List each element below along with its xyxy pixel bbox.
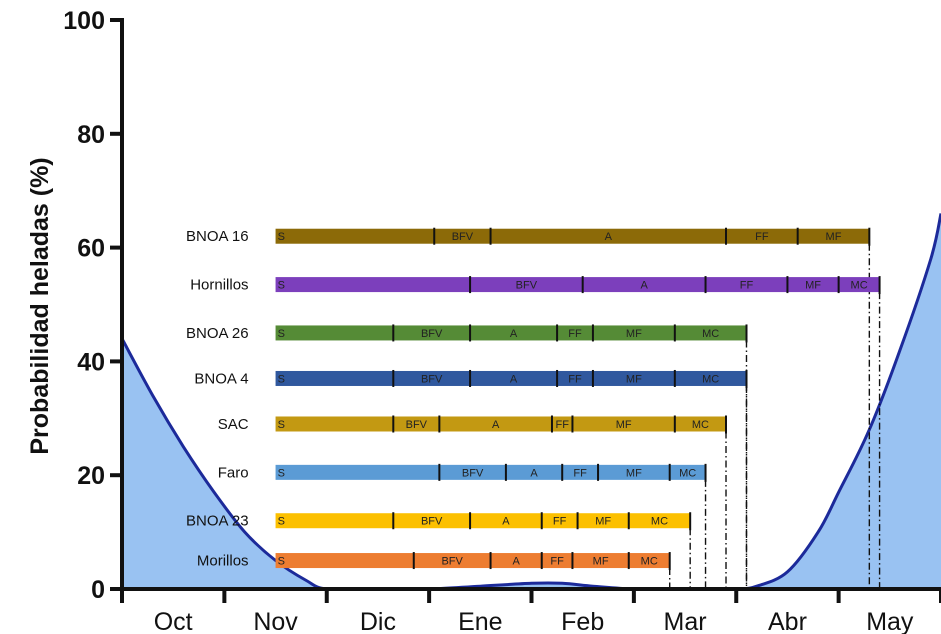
- variety-row: BNOA 4 S BFV A FF MF MC: [194, 369, 748, 587]
- variety-row: Hornillos S BFV A FF MF MC: [190, 276, 881, 587]
- y-tick-label: 20: [77, 462, 105, 490]
- variety-row: SAC S BFV A FF MF MC: [218, 415, 728, 587]
- y-tick-label: 0: [91, 576, 105, 604]
- variety-label: BNOA 16: [186, 228, 249, 245]
- phenology-bar: [275, 228, 870, 244]
- axes-layer: 0 20 40 60 80 100 Oct Nov Dic Ene Feb Mar Abr May: [63, 7, 941, 634]
- stage-label: FF: [740, 280, 754, 292]
- stage-label: BFV: [516, 280, 538, 292]
- stage-label: FF: [755, 231, 769, 243]
- variety-label: Faro: [218, 464, 249, 481]
- x-tick-label: Dic: [360, 608, 396, 634]
- y-tick-label: 60: [77, 235, 105, 263]
- stage-label: MF: [626, 467, 642, 479]
- stage-label: MF: [593, 556, 609, 568]
- stage-label: MC: [692, 419, 709, 431]
- stage-label: BFV: [421, 373, 443, 385]
- stage-label: S: [278, 419, 285, 431]
- stage-label: A: [502, 516, 510, 528]
- x-tick-label: Oct: [154, 608, 193, 634]
- variety-label: Hornillos: [190, 277, 248, 294]
- stage-label: BFV: [421, 328, 443, 340]
- stage-label: BFV: [462, 467, 484, 479]
- stage-label: BFV: [441, 556, 463, 568]
- stage-label: S: [278, 280, 285, 292]
- phenology-bar: [275, 553, 670, 569]
- stage-label: A: [530, 467, 538, 479]
- stage-label: A: [510, 373, 518, 385]
- stage-label: S: [278, 231, 285, 243]
- y-axis-title: Probabilidad heladas (%): [26, 157, 54, 454]
- stage-label: MC: [641, 556, 658, 568]
- variety-label: BNOA 4: [194, 370, 248, 387]
- stage-label: A: [640, 280, 648, 292]
- stage-label: S: [278, 556, 285, 568]
- x-tick-label: Ene: [458, 608, 502, 634]
- stage-label: S: [278, 516, 285, 528]
- stage-label: S: [278, 467, 285, 479]
- frost-area-fill: [122, 213, 941, 590]
- stage-label: MF: [826, 231, 842, 243]
- stage-label: A: [510, 328, 518, 340]
- stage-label: MC: [702, 373, 719, 385]
- variety-label: Morillos: [197, 553, 249, 570]
- variety-row: Morillos S BFV A FF MF MC: [197, 552, 671, 587]
- stage-label: A: [512, 556, 520, 568]
- frost-curve-line: [120, 213, 941, 592]
- x-tick-label: Nov: [253, 608, 298, 634]
- y-tick-label: 100: [63, 7, 105, 35]
- stage-label: MF: [805, 280, 821, 292]
- stage-label: A: [605, 231, 613, 243]
- stage-label: MF: [626, 373, 642, 385]
- stage-label: MC: [651, 516, 668, 528]
- phenology-bar: [275, 277, 880, 293]
- stage-label: FF: [568, 328, 582, 340]
- stage-label: FF: [568, 373, 582, 385]
- stage-label: BFV: [406, 419, 428, 431]
- stage-label: MF: [595, 516, 611, 528]
- stage-label: FF: [555, 419, 569, 431]
- stage-label: A: [492, 419, 500, 431]
- variety-label: SAC: [218, 416, 249, 433]
- stage-label: S: [278, 373, 285, 385]
- phenology-bar: [275, 513, 691, 529]
- x-tick-label: Mar: [664, 608, 707, 634]
- stage-label: FF: [553, 516, 567, 528]
- variety-row: Faro S BFV A FF MF MC: [218, 463, 707, 587]
- stage-label: FF: [550, 556, 564, 568]
- stage-label: MF: [616, 419, 632, 431]
- stage-label: S: [278, 328, 285, 340]
- variety-row: BNOA 26 S BFV A FF MF MC: [186, 324, 748, 587]
- x-tick-label: Feb: [561, 608, 604, 634]
- stage-label: BFV: [452, 231, 474, 243]
- variety-row: BNOA 23 S BFV A FF MF MC: [186, 512, 692, 587]
- phenology-bar: [275, 416, 727, 432]
- frost-area-layer: [120, 213, 941, 592]
- x-tick-label: May: [866, 608, 914, 634]
- stage-label: MC: [702, 328, 719, 340]
- stage-label: FF: [573, 467, 587, 479]
- stage-label: MC: [679, 467, 696, 479]
- variety-row: BNOA 16 S BFV A FF MF: [186, 227, 871, 587]
- variety-label: BNOA 23: [186, 513, 249, 530]
- stage-label: MF: [626, 328, 642, 340]
- stage-label: BFV: [421, 516, 443, 528]
- y-tick-label: 40: [77, 348, 105, 376]
- stage-label: MC: [851, 280, 868, 292]
- variety-label: BNOA 26: [186, 325, 249, 342]
- x-tick-label: Abr: [768, 608, 807, 634]
- y-tick-label: 80: [77, 121, 105, 149]
